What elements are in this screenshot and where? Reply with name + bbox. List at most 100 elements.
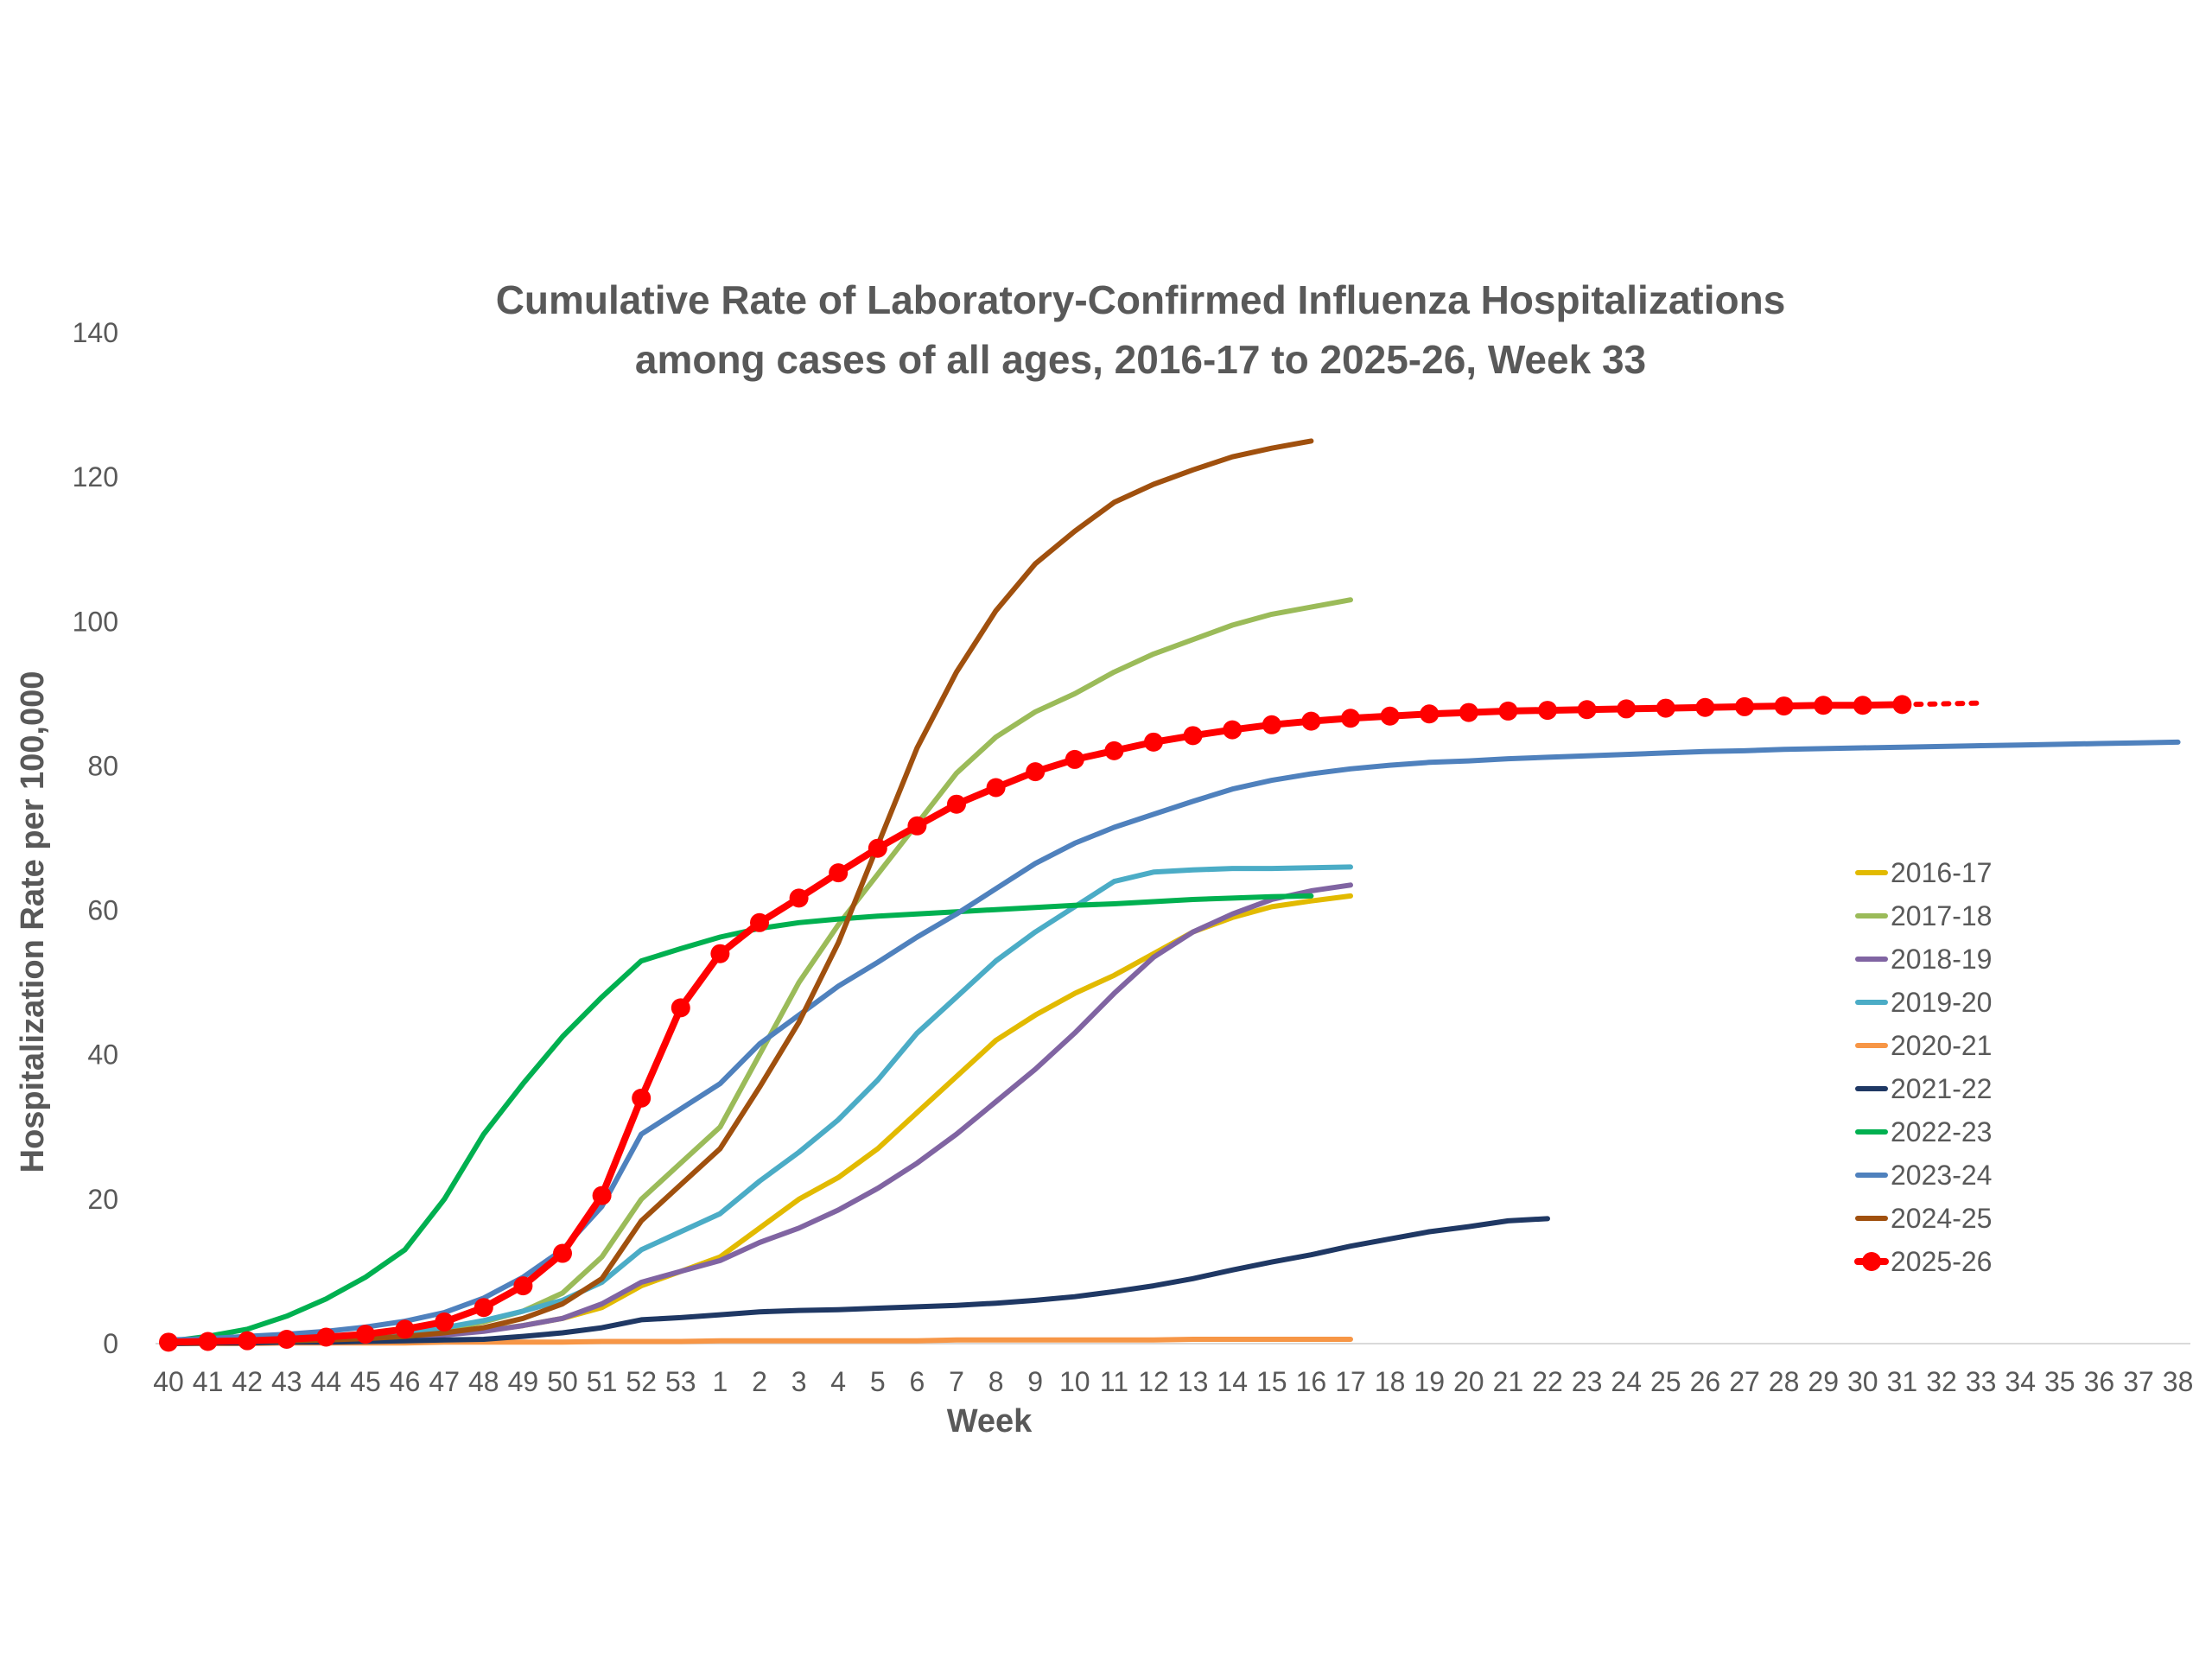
x-tick-label: 34 (2005, 1366, 2036, 1397)
x-tick-label: 47 (429, 1366, 460, 1397)
data-point (474, 1298, 493, 1318)
x-tick-label: 7 (949, 1366, 964, 1397)
legend-label: 2017-18 (1891, 900, 1992, 931)
series-projection-2025-26 (1899, 700, 1984, 708)
legend-label: 2018-19 (1891, 944, 1992, 975)
chart-title-line2: among cases of all ages, 2016-17 to 2025… (635, 337, 1646, 382)
data-point (750, 912, 769, 932)
data-point (435, 1312, 454, 1332)
data-point (1341, 709, 1360, 728)
x-tick-label: 29 (1808, 1366, 1839, 1397)
x-tick-label: 37 (2123, 1366, 2154, 1397)
data-point (947, 794, 966, 814)
y-tick-label: 140 (73, 317, 118, 348)
data-point (553, 1243, 572, 1263)
x-tick-label: 1 (713, 1366, 728, 1397)
x-tick-label: 6 (910, 1366, 925, 1397)
data-point (1026, 762, 1046, 782)
series-line-2022-23 (166, 893, 1314, 1344)
x-tick-label: 46 (390, 1366, 421, 1397)
data-point (1617, 699, 1637, 719)
y-tick-label: 60 (87, 895, 118, 926)
y-axis-ticks: 0 20 40 60 80 100 120 140 (73, 317, 118, 1359)
data-point (238, 1331, 257, 1351)
legend-label: 2022-23 (1891, 1116, 1992, 1147)
x-tick-label: 38 (2163, 1366, 2194, 1397)
chart-title: Cumulative Rate of Laboratory-Confirmed … (496, 277, 1786, 322)
x-tick-label: 17 (1335, 1366, 1366, 1397)
data-point (395, 1319, 415, 1339)
data-point (1223, 720, 1243, 740)
x-tick-label: 10 (1059, 1366, 1090, 1397)
data-point (1144, 732, 1163, 752)
x-tick-label: 51 (587, 1366, 618, 1397)
data-point (1065, 749, 1084, 769)
y-tick-label: 20 (87, 1184, 118, 1215)
data-point (1892, 695, 1912, 715)
data-point (316, 1327, 336, 1347)
y-tick-label: 0 (103, 1328, 118, 1359)
data-point (1420, 704, 1440, 724)
data-point (829, 863, 849, 883)
data-point (868, 838, 887, 858)
x-tick-label: 13 (1178, 1366, 1209, 1397)
y-tick-label: 80 (87, 750, 118, 781)
data-point (1104, 741, 1124, 760)
data-point (1538, 701, 1557, 721)
x-tick-label: 14 (1217, 1366, 1248, 1397)
x-tick-label: 31 (1887, 1366, 1918, 1397)
x-tick-label: 45 (350, 1366, 381, 1397)
data-point (1262, 715, 1281, 734)
x-tick-label: 22 (1532, 1366, 1563, 1397)
x-tick-label: 12 (1138, 1366, 1169, 1397)
data-point (356, 1325, 375, 1344)
data-point (986, 778, 1006, 798)
series-line-2023-24 (166, 739, 2181, 1343)
legend-label: 2023-24 (1891, 1160, 1992, 1191)
data-point (671, 998, 690, 1018)
x-axis-ticks: 40 41 42 43 44 45 46 47 48 49 50 51 52 53 1 2 3 4 5 6 7 8 9 10 1… (153, 1366, 2193, 1397)
x-axis-label: Week (947, 1403, 1033, 1440)
legend-label: 2024-25 (1891, 1203, 1992, 1234)
x-tick-label: 26 (1690, 1366, 1721, 1397)
x-tick-label: 30 (1847, 1366, 1878, 1397)
data-point (513, 1276, 533, 1296)
y-tick-label: 100 (73, 606, 118, 637)
data-point (1459, 702, 1478, 722)
x-tick-label: 36 (2084, 1366, 2115, 1397)
x-tick-label: 3 (791, 1366, 807, 1397)
series-line-2021-22 (166, 1216, 1550, 1346)
x-tick-label: 32 (1926, 1366, 1957, 1397)
series-line-2019-20 (166, 864, 1353, 1345)
x-tick-label: 48 (468, 1366, 499, 1397)
x-tick-label: 15 (1256, 1366, 1287, 1397)
series-line-2024-25 (166, 438, 1314, 1346)
legend-marker (1862, 1252, 1881, 1271)
x-tick-label: 23 (1572, 1366, 1603, 1397)
data-point (198, 1332, 218, 1351)
x-tick-label: 21 (1493, 1366, 1524, 1397)
data-point (1380, 706, 1400, 726)
legend: 2016-17 2017-18 2018-19 2019-20 2020-21 2021-… (1854, 857, 1992, 1277)
data-point (632, 1088, 652, 1108)
series-line-2025-26 (165, 701, 1906, 1346)
x-tick-label: 8 (988, 1366, 1004, 1397)
data-point (1814, 696, 1834, 715)
y-axis-label: Hospitalization Rate per 100,000 (15, 671, 51, 1173)
x-tick-label: 27 (1729, 1366, 1760, 1397)
data-point (276, 1329, 296, 1349)
legend-label: 2025-26 (1891, 1246, 1992, 1277)
legend-label: 2020-21 (1891, 1030, 1992, 1061)
legend-label: 2016-17 (1891, 857, 1992, 888)
x-tick-label: 44 (311, 1366, 342, 1397)
data-point (1498, 701, 1518, 721)
data-point (159, 1332, 178, 1352)
x-tick-label: 43 (271, 1366, 302, 1397)
x-tick-label: 24 (1611, 1366, 1642, 1397)
legend-label: 2019-20 (1891, 987, 1992, 1018)
x-tick-label: 4 (830, 1366, 846, 1397)
x-tick-label: 11 (1100, 1366, 1128, 1397)
x-tick-label: 40 (153, 1366, 184, 1397)
data-point (1774, 696, 1794, 716)
